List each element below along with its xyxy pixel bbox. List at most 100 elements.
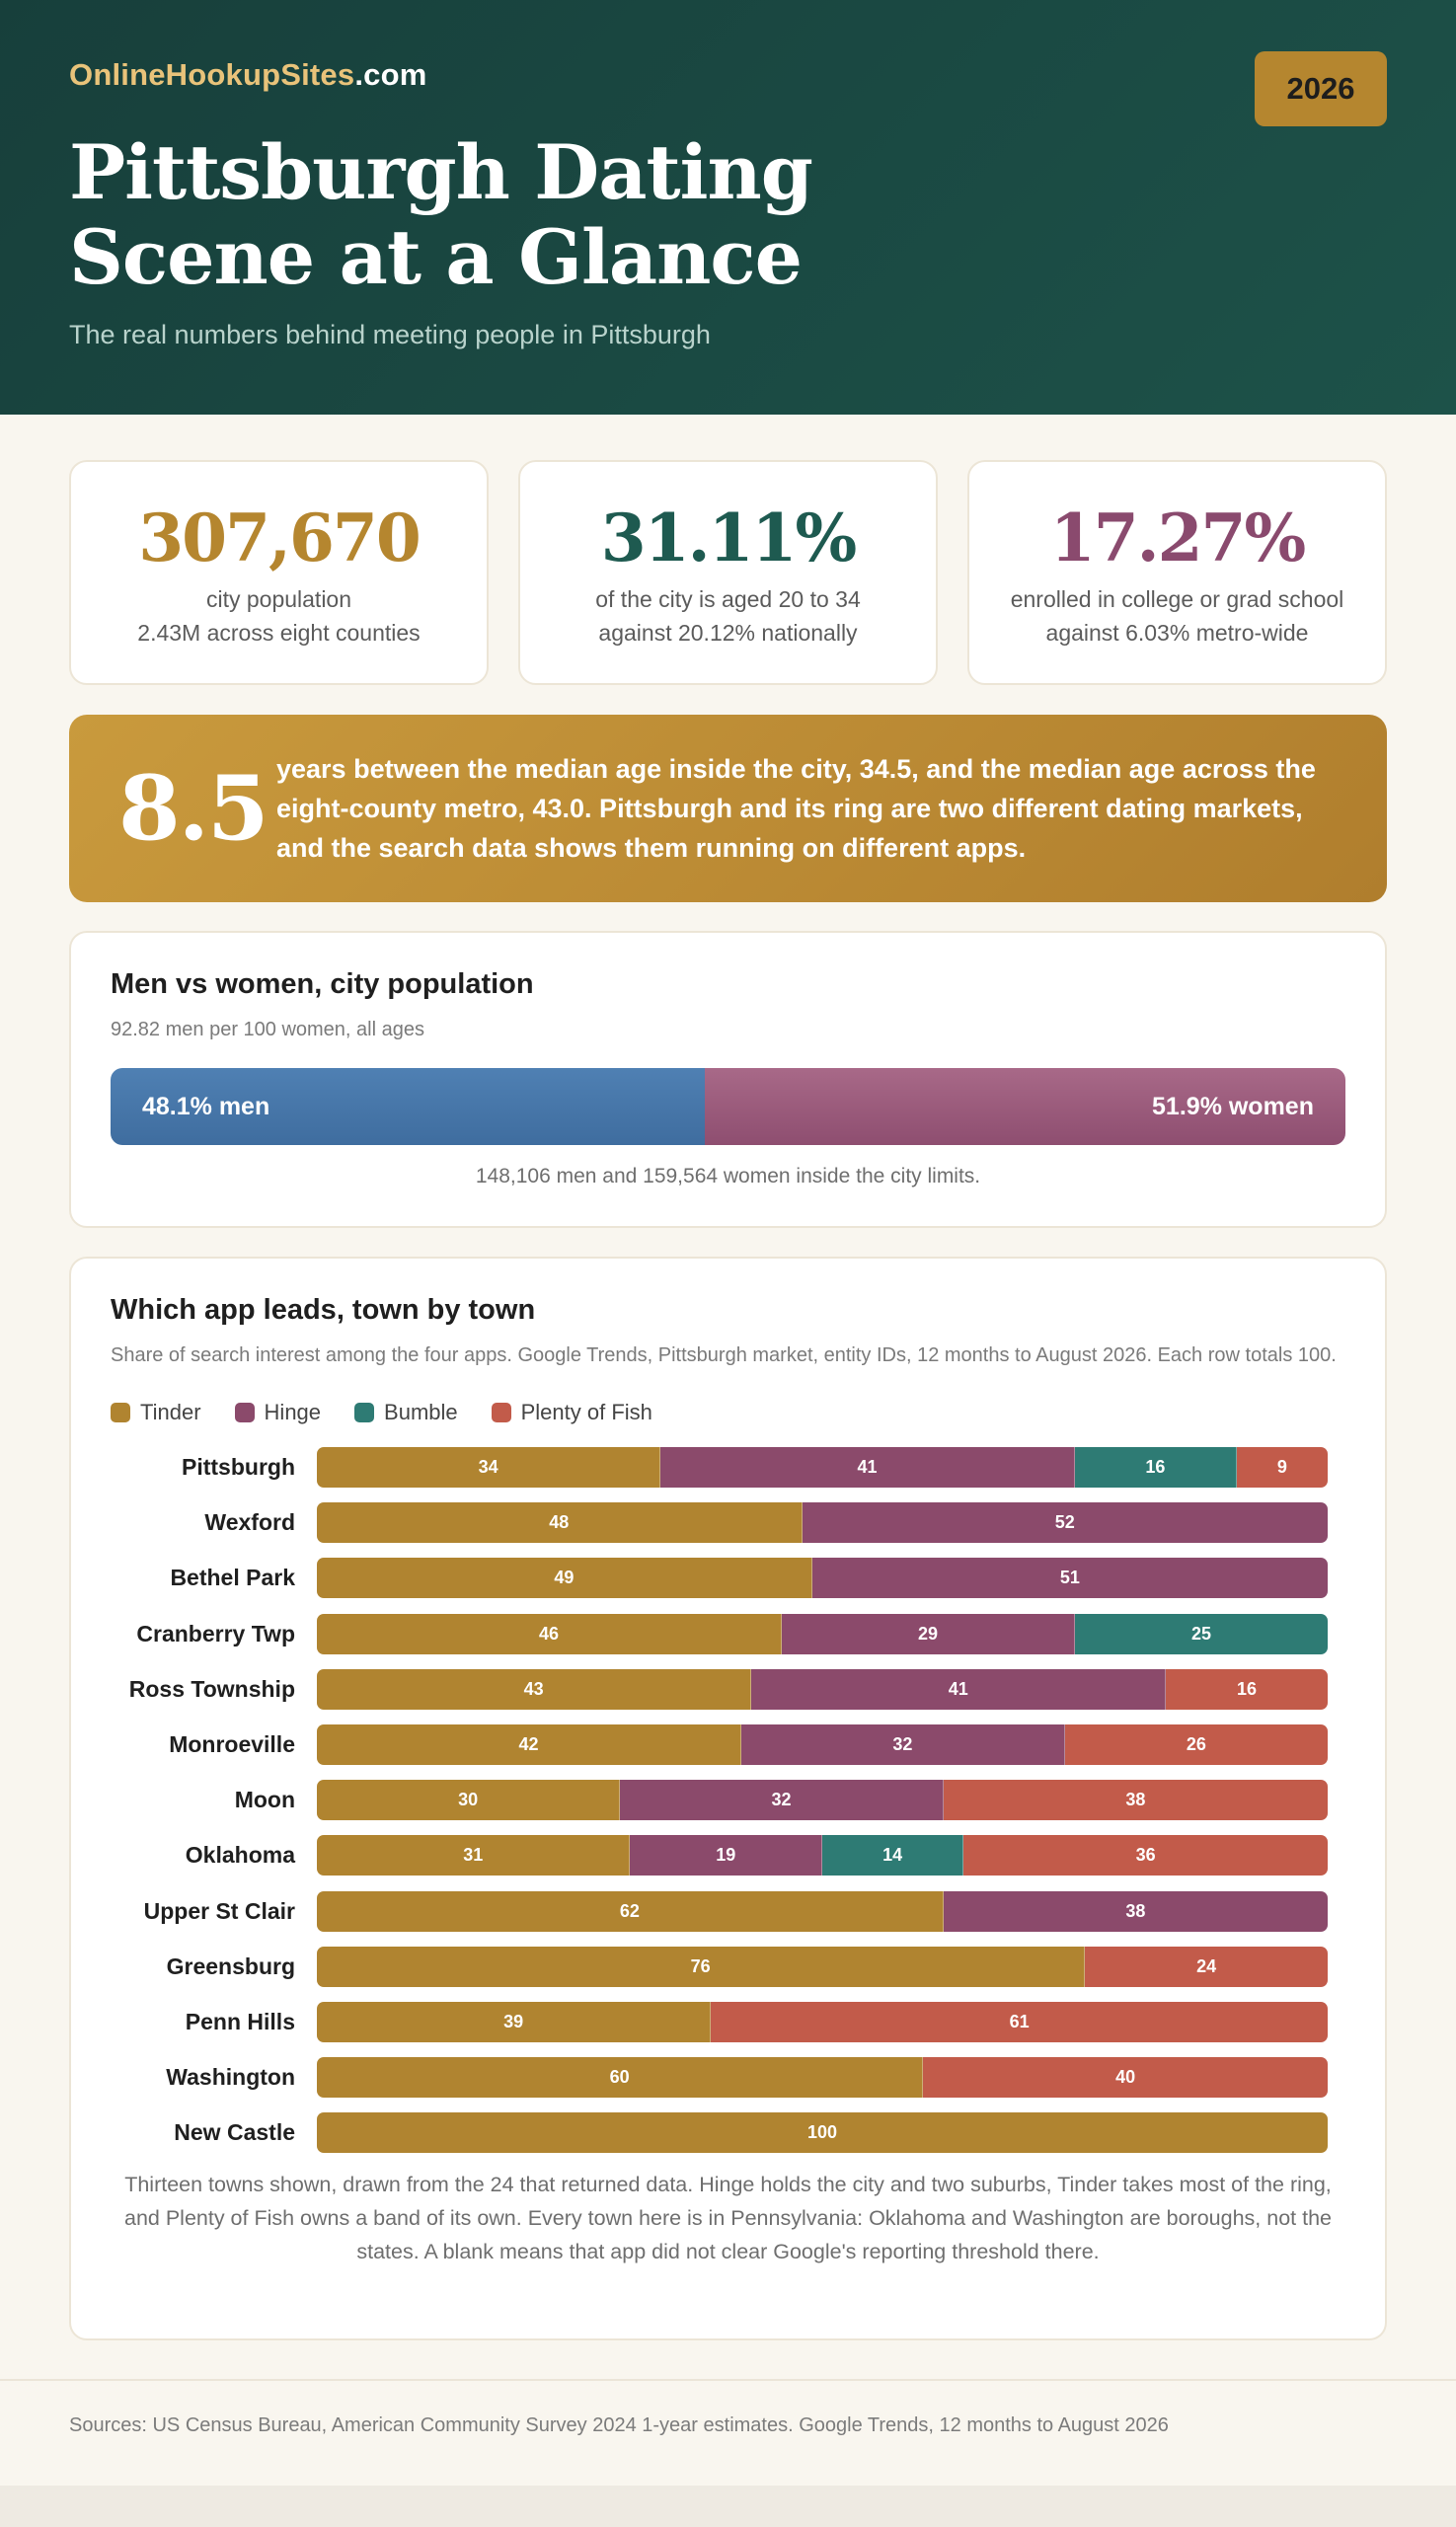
sources-footer: Sources: US Census Bureau, American Comm… <box>0 2379 1456 2486</box>
bar-segment: 52 <box>802 1502 1328 1544</box>
chart-subtitle: Share of search interest among the four … <box>111 1344 1337 1366</box>
town-label: Wexford <box>204 1509 295 1536</box>
bar-segment: 41 <box>660 1447 1075 1488</box>
town-label: New Castle <box>174 2119 295 2146</box>
stacked-bar: 49 51 <box>317 1558 1328 1599</box>
gender-note: 148,106 men and 159,564 women inside the… <box>475 1165 981 1187</box>
town-label: Ross Township <box>128 1675 295 1702</box>
legend-item: Bumble <box>354 1400 458 1425</box>
chart-row: Oklahoma 31 19 14 36 <box>111 1835 1345 1876</box>
stacked-bar: 39 61 <box>317 2001 1328 2042</box>
brand-tld: .com <box>354 57 427 92</box>
chart-row: Cranberry Twp 46 29 25 <box>111 1613 1345 1654</box>
bar-segment: 30 <box>317 1780 621 1821</box>
bar-segment: 31 <box>317 1835 631 1876</box>
stat-label-line2: 2.43M across eight counties <box>137 620 421 646</box>
bar-segment: 43 <box>317 1668 752 1710</box>
chart-row: Wexford 48 52 <box>111 1502 1345 1544</box>
bar-segment: 60 <box>317 2057 924 2099</box>
bar-segment: 46 <box>317 1613 783 1654</box>
bar-segment: 25 <box>1074 1613 1328 1654</box>
chart-legend: Tinder Hinge Bumble Plenty of Fish <box>111 1400 1345 1425</box>
stat-cards: 307,670 city population 2.43M across eig… <box>69 460 1387 685</box>
bar-segment: 42 <box>317 1723 742 1765</box>
chart-row: Washington 60 40 <box>111 2057 1345 2099</box>
bar-segment: 19 <box>630 1835 822 1876</box>
stat-card-enrollment: 17.27% enrolled in college or grad schoo… <box>967 460 1387 685</box>
legend-swatch <box>234 1403 255 1422</box>
town-label: Washington <box>166 2064 295 2091</box>
stacked-bar: 60 40 <box>317 2057 1328 2099</box>
year-badge: 2026 <box>1255 51 1387 126</box>
brand-logo[interactable]: OnlineHookupSites.com <box>69 57 1387 93</box>
bar-segment: 36 <box>963 1835 1328 1876</box>
stacked-bar-rows: Pittsburgh 34 41 16 9 Wexford 48 52 Bethel Park 4… <box>111 1447 1345 2154</box>
stacked-bar: 76 24 <box>317 1946 1328 1987</box>
bar-segment: 24 <box>1085 1946 1328 1987</box>
bar-segment: 14 <box>821 1835 964 1876</box>
chart-row: Pittsburgh 34 41 16 9 <box>111 1447 1345 1488</box>
town-label: Cranberry Twp <box>136 1620 295 1646</box>
legend-item: Tinder <box>111 1400 201 1425</box>
sources-text: Sources: US Census Bureau, American Comm… <box>69 2414 1169 2436</box>
legend-item: Plenty of Fish <box>491 1400 652 1425</box>
chart-row: Ross Township 43 41 16 <box>111 1668 1345 1710</box>
bar-segment: 41 <box>751 1668 1167 1710</box>
bar-segment: 16 <box>1166 1668 1328 1710</box>
stat-label-line1: enrolled in college or grad school <box>1010 586 1344 612</box>
bar-segment: 51 <box>811 1558 1328 1599</box>
bar-segment: 26 <box>1064 1723 1328 1765</box>
town-label: Upper St Clair <box>143 1897 295 1924</box>
chart-row: Penn Hills 39 61 <box>111 2001 1345 2042</box>
median-age-callout: 8.5 years between the median age inside … <box>69 715 1387 902</box>
stat-value: 17.27% <box>1049 499 1306 576</box>
stat-card-population: 307,670 city population 2.43M across eig… <box>69 460 489 685</box>
stacked-bar: 48 52 <box>317 1502 1328 1544</box>
bar-segment: 100 <box>317 2112 1328 2154</box>
page-title: Pittsburgh Dating Scene at a Glance <box>69 128 813 301</box>
bar-segment: 76 <box>317 1946 1086 1987</box>
legend-swatch <box>491 1403 511 1422</box>
stacked-bar: 100 <box>317 2112 1328 2154</box>
women-share-bar: 51.9% women <box>704 1068 1345 1145</box>
town-label: Penn Hills <box>185 2008 295 2034</box>
legend-label: Bumble <box>384 1400 458 1424</box>
stacked-bar: 34 41 16 9 <box>317 1447 1328 1488</box>
legend-label: Plenty of Fish <box>520 1400 652 1424</box>
stat-label-line2: against 6.03% metro-wide <box>1045 620 1309 646</box>
men-share-bar: 48.1% men <box>111 1068 705 1145</box>
stat-label: enrolled in college or grad school again… <box>1011 582 1344 650</box>
stat-label-line2: against 20.12% nationally <box>598 620 858 646</box>
page-subtitle: The real numbers behind meeting people i… <box>69 320 711 349</box>
bar-segment: 40 <box>923 2057 1328 2099</box>
bar-segment: 48 <box>317 1502 803 1544</box>
bar-segment: 29 <box>782 1613 1075 1654</box>
header-banner: OnlineHookupSites.com 2026 Pittsburgh Da… <box>0 0 1456 415</box>
stat-label: of the city is aged 20 to 34 against 20.… <box>595 582 861 650</box>
brand-name: OnlineHookupSites <box>69 57 355 92</box>
stacked-bar: 62 38 <box>317 1890 1328 1932</box>
chart-row: Greensburg 76 24 <box>111 1946 1345 1987</box>
stat-label-line1: city population <box>205 586 352 612</box>
stat-card-age: 31.11% of the city is aged 20 to 34 agai… <box>518 460 938 685</box>
gender-subtitle: 92.82 men per 100 women, all ages <box>111 1019 424 1040</box>
chart-row: Upper St Clair 62 38 <box>111 1890 1345 1932</box>
town-label: Greensburg <box>166 1953 295 1979</box>
town-label: Monroeville <box>169 1730 295 1757</box>
town-label: Pittsburgh <box>182 1454 295 1480</box>
chart-title: Which app leads, town by town <box>111 1294 536 1326</box>
stat-label-line1: of the city is aged 20 to 34 <box>595 586 861 612</box>
chart-row: Bethel Park 49 51 <box>111 1558 1345 1599</box>
town-label: Bethel Park <box>170 1565 295 1591</box>
stacked-bar: 43 41 16 <box>317 1668 1328 1710</box>
legend-swatch <box>111 1403 130 1422</box>
legend-label: Tinder <box>140 1400 201 1424</box>
stacked-bar: 31 19 14 36 <box>317 1835 1328 1876</box>
bar-segment: 32 <box>741 1723 1065 1765</box>
town-label: Oklahoma <box>185 1842 295 1869</box>
gender-bar: 48.1% men 51.9% women <box>111 1068 1345 1145</box>
chart-row: Monroeville 42 32 26 <box>111 1723 1345 1765</box>
bar-segment: 16 <box>1074 1447 1237 1488</box>
chart-note: Thirteen towns shown, drawn from the 24 … <box>123 2173 1332 2264</box>
town-label: Moon <box>234 1787 295 1813</box>
